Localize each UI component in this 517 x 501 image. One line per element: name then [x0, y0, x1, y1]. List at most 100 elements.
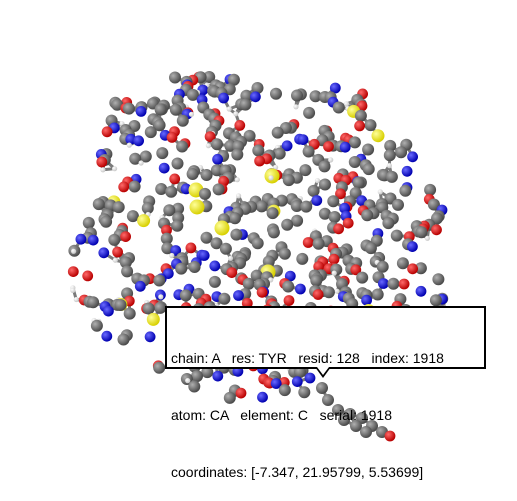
- hydrogen-atom[interactable]: [189, 112, 194, 117]
- hydrogen-atom[interactable]: [233, 111, 238, 116]
- carbon-atom[interactable]: [118, 334, 130, 346]
- carbon-atom[interactable]: [213, 183, 225, 195]
- hydrogen-atom[interactable]: [206, 143, 211, 148]
- carbon-atom[interactable]: [229, 212, 241, 224]
- hydrogen-atom[interactable]: [425, 236, 430, 241]
- carbon-atom[interactable]: [270, 88, 282, 100]
- carbon-atom[interactable]: [123, 103, 135, 115]
- carbon-atom[interactable]: [391, 230, 403, 242]
- hydrogen-atom[interactable]: [74, 297, 79, 302]
- oxygen-atom[interactable]: [257, 287, 268, 298]
- sulfur-atom[interactable]: [190, 200, 205, 215]
- oxygen-atom[interactable]: [102, 126, 113, 137]
- carbon-atom[interactable]: [187, 168, 199, 180]
- oxygen-atom[interactable]: [68, 266, 79, 277]
- nitrogen-atom[interactable]: [136, 106, 147, 117]
- oxygen-atom[interactable]: [343, 218, 354, 229]
- carbon-atom[interactable]: [127, 210, 139, 222]
- oxygen-atom[interactable]: [96, 157, 107, 168]
- oxygen-atom[interactable]: [313, 289, 324, 300]
- nitrogen-atom[interactable]: [133, 135, 144, 146]
- carbon-atom[interactable]: [175, 263, 187, 275]
- carbon-atom[interactable]: [363, 163, 375, 175]
- hydrogen-atom[interactable]: [344, 101, 349, 106]
- oxygen-atom[interactable]: [323, 141, 334, 152]
- hydrogen-atom[interactable]: [127, 143, 132, 148]
- carbon-atom[interactable]: [124, 308, 136, 320]
- oxygen-atom[interactable]: [112, 247, 123, 258]
- nitrogen-atom[interactable]: [250, 91, 261, 102]
- hydrogen-atom[interactable]: [235, 177, 240, 182]
- carbon-atom[interactable]: [243, 278, 255, 290]
- carbon-atom[interactable]: [201, 169, 213, 181]
- oxygen-atom[interactable]: [303, 237, 314, 248]
- carbon-atom[interactable]: [115, 299, 127, 311]
- carbon-atom[interactable]: [296, 253, 308, 265]
- carbon-atom[interactable]: [319, 160, 331, 172]
- carbon-atom[interactable]: [349, 136, 361, 148]
- hydrogen-atom[interactable]: [113, 258, 118, 263]
- carbon-atom[interactable]: [256, 200, 268, 212]
- nitrogen-atom[interactable]: [159, 163, 170, 174]
- nitrogen-atom[interactable]: [76, 234, 87, 245]
- oxygen-atom[interactable]: [284, 295, 295, 306]
- carbon-atom[interactable]: [274, 148, 286, 160]
- carbon-atom[interactable]: [153, 275, 165, 287]
- carbon-atom[interactable]: [272, 127, 284, 139]
- carbon-atom[interactable]: [211, 138, 223, 150]
- carbon-atom[interactable]: [170, 104, 182, 116]
- carbon-atom[interactable]: [281, 219, 293, 231]
- carbon-atom[interactable]: [386, 171, 398, 183]
- nitrogen-atom[interactable]: [135, 281, 146, 292]
- nitrogen-atom[interactable]: [361, 295, 372, 306]
- carbon-atom[interactable]: [282, 281, 294, 293]
- carbon-atom[interactable]: [279, 248, 291, 260]
- hydrogen-atom[interactable]: [100, 167, 105, 172]
- carbon-atom[interactable]: [231, 149, 243, 161]
- oxygen-atom[interactable]: [82, 271, 93, 282]
- nitrogen-atom[interactable]: [311, 195, 322, 206]
- carbon-atom[interactable]: [300, 201, 312, 213]
- carbon-atom[interactable]: [199, 188, 211, 200]
- carbon-atom[interactable]: [180, 289, 192, 301]
- carbon-atom[interactable]: [156, 147, 168, 159]
- sulfur-atom[interactable]: [372, 129, 385, 142]
- nitrogen-atom[interactable]: [88, 235, 99, 246]
- carbon-atom[interactable]: [108, 234, 120, 246]
- oxygen-atom[interactable]: [120, 231, 131, 242]
- carbon-atom[interactable]: [121, 265, 133, 277]
- carbon-atom[interactable]: [355, 110, 367, 122]
- carbon-atom[interactable]: [87, 296, 99, 308]
- carbon-atom[interactable]: [268, 226, 280, 238]
- sulfur-atom[interactable]: [137, 214, 150, 227]
- carbon-atom[interactable]: [177, 115, 189, 127]
- nitrogen-atom[interactable]: [209, 261, 220, 272]
- nitrogen-atom[interactable]: [378, 278, 389, 289]
- carbon-atom[interactable]: [365, 119, 377, 131]
- nitrogen-atom[interactable]: [98, 247, 109, 258]
- carbon-atom[interactable]: [349, 156, 361, 168]
- carbon-atom[interactable]: [176, 141, 188, 153]
- oxygen-atom[interactable]: [234, 120, 245, 131]
- hydrogen-atom[interactable]: [228, 256, 233, 261]
- nitrogen-atom[interactable]: [416, 286, 427, 297]
- nitrogen-atom[interactable]: [101, 331, 112, 342]
- carbon-atom[interactable]: [172, 158, 184, 170]
- carbon-atom[interactable]: [145, 126, 157, 138]
- hydrogen-atom[interactable]: [227, 106, 232, 111]
- hydrogen-atom[interactable]: [139, 160, 144, 165]
- carbon-atom[interactable]: [209, 276, 221, 288]
- carbon-atom[interactable]: [239, 99, 251, 111]
- nitrogen-atom[interactable]: [340, 142, 351, 153]
- carbon-atom[interactable]: [323, 286, 335, 298]
- carbon-atom[interactable]: [218, 293, 230, 305]
- hydrogen-atom[interactable]: [378, 189, 383, 194]
- carbon-atom[interactable]: [303, 146, 315, 158]
- nitrogen-atom[interactable]: [298, 134, 309, 145]
- carbon-atom[interactable]: [171, 220, 183, 232]
- carbon-atom[interactable]: [143, 303, 155, 315]
- carbon-atom[interactable]: [169, 72, 181, 84]
- hydrogen-atom[interactable]: [71, 249, 76, 254]
- hydrogen-atom[interactable]: [158, 294, 163, 299]
- carbon-atom[interactable]: [230, 229, 242, 241]
